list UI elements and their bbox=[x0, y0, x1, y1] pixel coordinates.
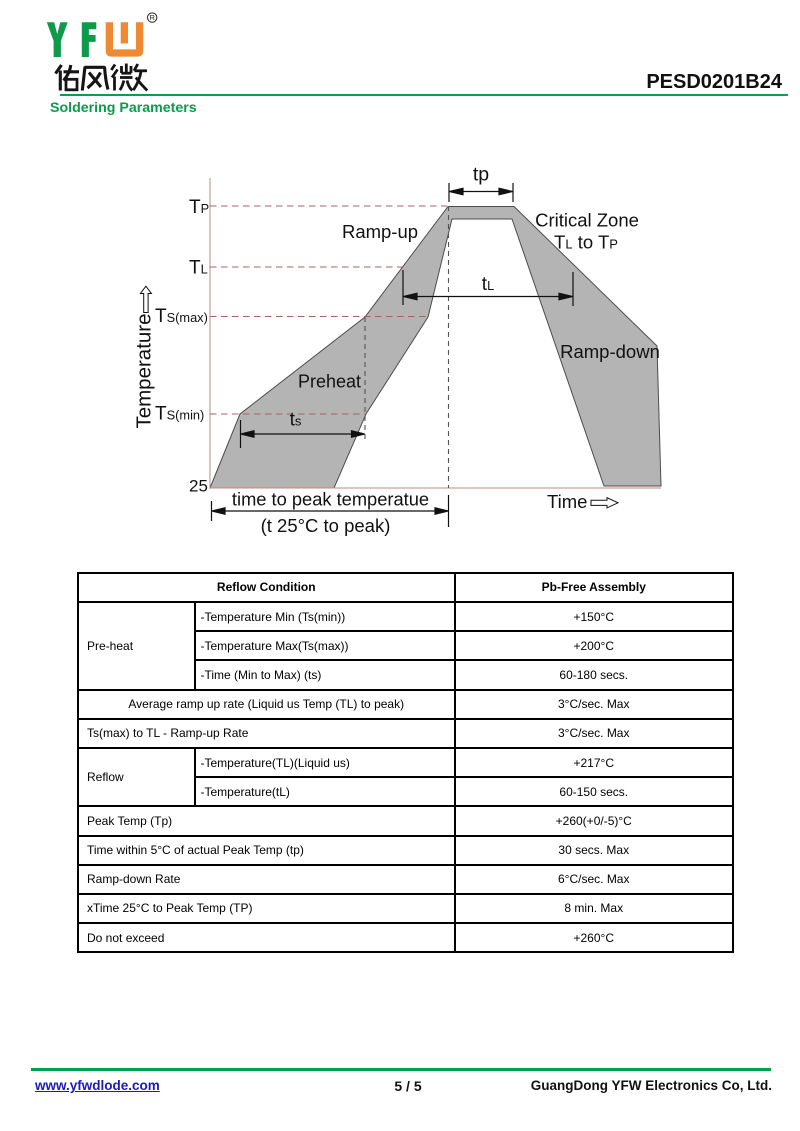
svg-text:Time: Time bbox=[547, 491, 587, 512]
svg-text:R: R bbox=[149, 13, 155, 22]
svg-text:tp: tp bbox=[473, 164, 489, 186]
svg-text:time to peak temperatue: time to peak temperatue bbox=[232, 489, 429, 510]
svg-text:Ramp-down: Ramp-down bbox=[560, 341, 660, 362]
svg-text:TS(max): TS(max) bbox=[155, 306, 208, 327]
svg-text:TS(min): TS(min) bbox=[155, 404, 204, 425]
svg-text:tL: tL bbox=[482, 274, 494, 295]
svg-text:Critical Zone: Critical Zone bbox=[535, 210, 639, 231]
svg-text:TP: TP bbox=[189, 197, 209, 218]
svg-text:Temperature: Temperature bbox=[133, 313, 156, 428]
svg-text:ts: ts bbox=[290, 410, 302, 431]
svg-text:Preheat: Preheat bbox=[298, 372, 361, 392]
svg-text:TL: TL bbox=[189, 258, 208, 279]
svg-text:(t 25°C to peak): (t 25°C to peak) bbox=[261, 515, 391, 536]
svg-text:25: 25 bbox=[189, 477, 208, 496]
svg-text:TL to TP: TL to TP bbox=[554, 232, 618, 253]
svg-text:Ramp-up: Ramp-up bbox=[342, 221, 418, 242]
